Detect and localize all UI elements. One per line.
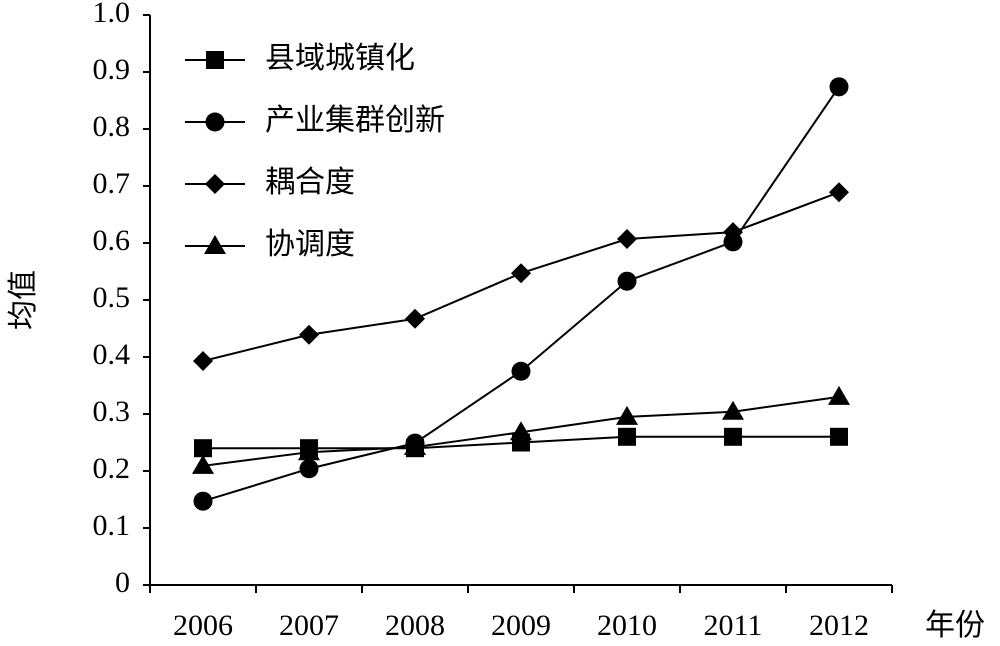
x-tick-label: 2012 — [809, 609, 869, 642]
y-axis-label: 均值 — [7, 270, 40, 330]
x-tick-label: 2006 — [173, 609, 233, 642]
data-point — [192, 454, 214, 474]
data-point — [299, 324, 319, 345]
data-point — [298, 441, 320, 461]
y-tick-label: 0.4 — [93, 338, 131, 371]
y-tick-label: 0.3 — [93, 395, 131, 428]
data-point — [617, 271, 637, 291]
x-axis-label: 年份 — [925, 609, 985, 642]
legend-label: 协调度 — [265, 228, 355, 261]
legend-marker — [205, 174, 225, 194]
data-point — [830, 427, 848, 446]
data-point — [724, 427, 742, 446]
y-tick-label: 0.9 — [93, 53, 131, 86]
data-point — [617, 229, 637, 250]
data-point — [511, 361, 531, 381]
legend-label: 产业集群创新 — [265, 104, 445, 137]
data-point — [193, 350, 213, 371]
data-point — [511, 263, 531, 284]
data-point — [299, 459, 319, 479]
x-tick-label: 2008 — [385, 609, 445, 642]
x-tick-label: 2010 — [597, 609, 657, 642]
x-tick-label: 2011 — [704, 609, 763, 642]
data-point — [829, 77, 849, 97]
legend-marker — [206, 51, 224, 69]
data-point — [404, 436, 426, 456]
y-tick-label: 0.5 — [93, 281, 131, 314]
y-tick-label: 0 — [115, 566, 130, 599]
y-tick-label: 0.8 — [93, 110, 131, 143]
y-tick-label: 0.1 — [93, 509, 131, 542]
y-tick-label: 0.6 — [93, 224, 131, 257]
y-tick-label: 1.0 — [93, 0, 131, 29]
legend-marker — [204, 235, 226, 254]
data-point — [193, 491, 213, 511]
legend-label: 耦合度 — [265, 166, 355, 199]
legend-marker — [205, 112, 225, 132]
data-point — [829, 182, 849, 203]
data-point — [510, 421, 532, 441]
data-point — [722, 400, 744, 420]
data-point — [828, 385, 850, 405]
legend-label: 县域城镇化 — [265, 42, 415, 75]
x-tick-label: 2007 — [279, 609, 339, 642]
data-point — [723, 222, 743, 243]
data-point — [405, 308, 425, 329]
data-point — [618, 427, 636, 446]
y-tick-label: 0.2 — [93, 452, 131, 485]
x-tick-label: 2009 — [491, 609, 551, 642]
y-tick-label: 0.7 — [93, 167, 131, 200]
data-point — [194, 439, 212, 458]
data-point — [616, 405, 638, 425]
